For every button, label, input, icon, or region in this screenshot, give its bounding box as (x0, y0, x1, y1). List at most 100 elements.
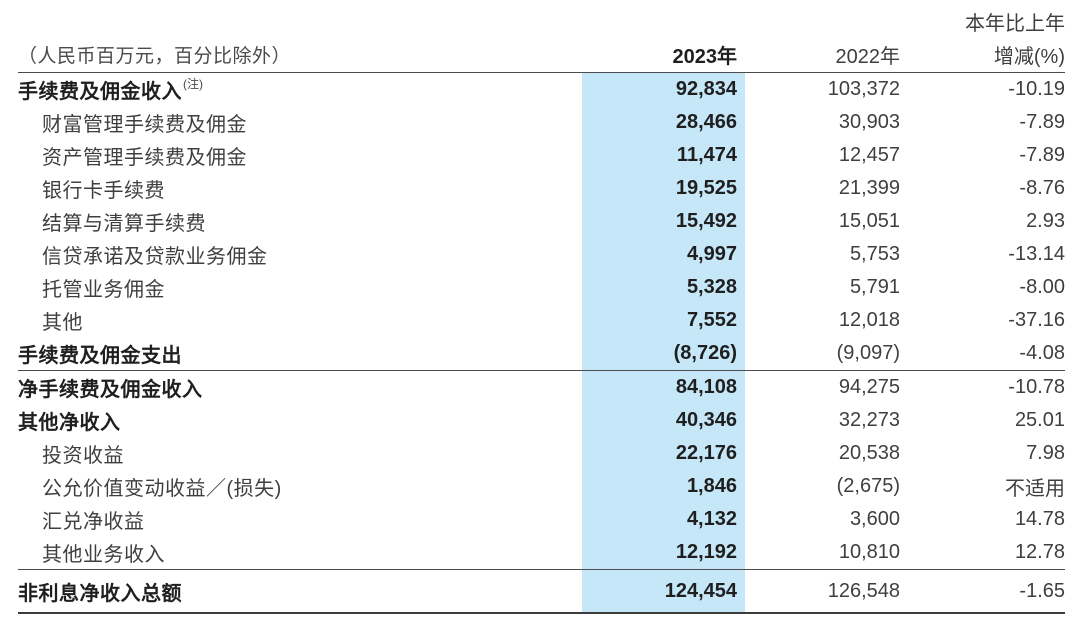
row-label-text: 公允价值变动收益／(损失) (42, 478, 282, 500)
table-row: 其他净收入 40,346 32,273 25.01 (18, 404, 1065, 437)
row-label: 资产管理手续费及佣金 (18, 141, 582, 170)
value-2023: 15,492 (582, 205, 745, 238)
row-label: 非利息净收入总额 (18, 577, 582, 606)
value-2023: 124,454 (582, 570, 745, 612)
value-2022: 10,810 (838, 541, 900, 563)
value-change: 25.01 (1014, 409, 1065, 431)
table-row: 结算与清算手续费 15,492 15,051 2.93 (18, 205, 1065, 238)
value-2022: 103,372 (827, 78, 900, 100)
header-row-main: （人民币百万元，百分比除外） 2023年 2022年 增减(%) (18, 36, 1065, 72)
value-2023: 1,846 (582, 470, 745, 503)
row-label: 公允价值变动收益／(损失) (18, 472, 582, 501)
row-label-text: 汇兑净收益 (42, 511, 145, 533)
units-note: （人民币百万元，百分比除外） (18, 45, 292, 67)
value-2023: 40,346 (582, 404, 745, 437)
row-label-text: 净手续费及佣金收入 (18, 379, 203, 401)
row-label-text: 信贷承诺及贷款业务佣金 (42, 246, 268, 268)
value-2022: 12,018 (838, 309, 900, 331)
table-row: 其他业务收入 12,192 10,810 12.78 (18, 536, 1065, 570)
value-change: -7.89 (1019, 144, 1065, 166)
row-label-text: 其他 (42, 312, 83, 334)
header-row-top: 本年比上年 (18, 6, 1065, 36)
row-label-text: 非利息净收入总额 (18, 582, 182, 605)
value-2023: (8,726) (582, 337, 745, 370)
value-2023: 19,525 (582, 172, 745, 205)
row-label-text: 投资收益 (42, 445, 124, 467)
col-header-2022: 2022年 (835, 45, 901, 68)
row-label: 银行卡手续费 (18, 174, 582, 203)
row-label: 汇兑净收益 (18, 505, 582, 534)
value-2022: 32,273 (838, 409, 900, 431)
value-2022: 94,275 (838, 376, 900, 398)
row-label: 其他 (18, 306, 582, 335)
row-label-text: 结算与清算手续费 (42, 213, 206, 235)
table-row: 托管业务佣金 5,328 5,791 -8.00 (18, 271, 1065, 304)
value-2023: 22,176 (582, 437, 745, 470)
value-change: -7.89 (1019, 111, 1065, 133)
row-label: 结算与清算手续费 (18, 207, 582, 236)
value-change: -10.78 (1008, 376, 1065, 398)
value-change: 14.78 (1014, 508, 1065, 530)
value-2022: 15,051 (838, 210, 900, 232)
row-label: 信贷承诺及贷款业务佣金 (18, 240, 582, 269)
value-2022: (2,675) (836, 475, 900, 497)
table-row: 非利息净收入总额 124,454 126,548 -1.65 (18, 570, 1065, 612)
value-change: -1.65 (1019, 579, 1065, 602)
row-label-text: 托管业务佣金 (42, 279, 165, 301)
row-label: 财富管理手续费及佣金 (18, 108, 582, 137)
row-label: 托管业务佣金 (18, 273, 582, 302)
row-label: 其他净收入 (18, 406, 582, 435)
row-label: 其他业务收入 (18, 538, 582, 567)
row-label: 投资收益 (18, 439, 582, 468)
value-2023: 28,466 (582, 106, 745, 139)
row-label-text: 其他净收入 (18, 412, 121, 434)
table-body: 手续费及佣金收入(注) 92,834 103,372 -10.19 财富管理手续… (18, 73, 1065, 614)
fee-income-table: 本年比上年 （人民币百万元，百分比除外） 2023年 2022年 增减(%) 手… (18, 6, 1065, 614)
value-2022: 5,753 (849, 243, 900, 265)
value-change: -37.16 (1008, 309, 1065, 331)
value-2022: 3,600 (849, 508, 900, 530)
page: { "table": { "units_note": "（人民币百万元，百分比除… (0, 6, 1080, 629)
table-row: 净手续费及佣金收入 84,108 94,275 -10.78 (18, 371, 1065, 404)
change-col-header-line1: 本年比上年 (965, 12, 1065, 35)
row-label: 手续费及佣金收入(注) (18, 75, 582, 104)
row-label-text: 其他业务收入 (42, 544, 165, 566)
row-label: 净手续费及佣金收入 (18, 373, 582, 402)
value-2023: 12,192 (582, 536, 745, 569)
value-2022: 21,399 (838, 177, 900, 199)
table-row: 手续费及佣金收入(注) 92,834 103,372 -10.19 (18, 73, 1065, 106)
table-row: 财富管理手续费及佣金 28,466 30,903 -7.89 (18, 106, 1065, 139)
row-label-text: 银行卡手续费 (42, 180, 165, 202)
table-row: 公允价值变动收益／(损失) 1,846 (2,675) 不适用 (18, 470, 1065, 503)
value-change: -10.19 (1008, 78, 1065, 100)
table-row: 汇兑净收益 4,132 3,600 14.78 (18, 503, 1065, 536)
value-change: -8.76 (1019, 177, 1065, 199)
row-label: 手续费及佣金支出 (18, 339, 582, 368)
value-2022: 30,903 (838, 111, 900, 133)
table-row: 银行卡手续费 19,525 21,399 -8.76 (18, 172, 1065, 205)
value-2023: 92,834 (582, 73, 745, 106)
value-change: 7.98 (1026, 442, 1065, 464)
table-row: 信贷承诺及贷款业务佣金 4,997 5,753 -13.14 (18, 238, 1065, 271)
value-2023: 84,108 (582, 371, 745, 404)
value-change: -8.00 (1019, 276, 1065, 298)
row-label-text: 手续费及佣金收入 (18, 81, 182, 103)
change-col-header-line2: 增减(%) (993, 45, 1065, 68)
row-label-text: 手续费及佣金支出 (18, 345, 182, 367)
footnote-marker: (注) (183, 77, 203, 92)
value-change: 12.78 (1014, 541, 1065, 563)
table-header: 本年比上年 （人民币百万元，百分比除外） 2023年 2022年 增减(%) (18, 6, 1065, 73)
value-2023: 4,132 (582, 503, 745, 536)
value-change: -13.14 (1008, 243, 1065, 265)
table-row: 投资收益 22,176 20,538 7.98 (18, 437, 1065, 470)
value-change: -4.08 (1019, 342, 1065, 364)
value-2023: 5,328 (582, 271, 745, 304)
table-row: 其他 7,552 12,018 -37.16 (18, 304, 1065, 337)
value-2023: 11,474 (582, 139, 745, 172)
value-2023: 7,552 (582, 304, 745, 337)
value-change: 2.93 (1026, 210, 1065, 232)
row-label-text: 资产管理手续费及佣金 (42, 147, 247, 169)
value-change: 不适用 (1005, 478, 1065, 500)
value-2023: 4,997 (582, 238, 745, 271)
value-2022: 20,538 (838, 442, 900, 464)
